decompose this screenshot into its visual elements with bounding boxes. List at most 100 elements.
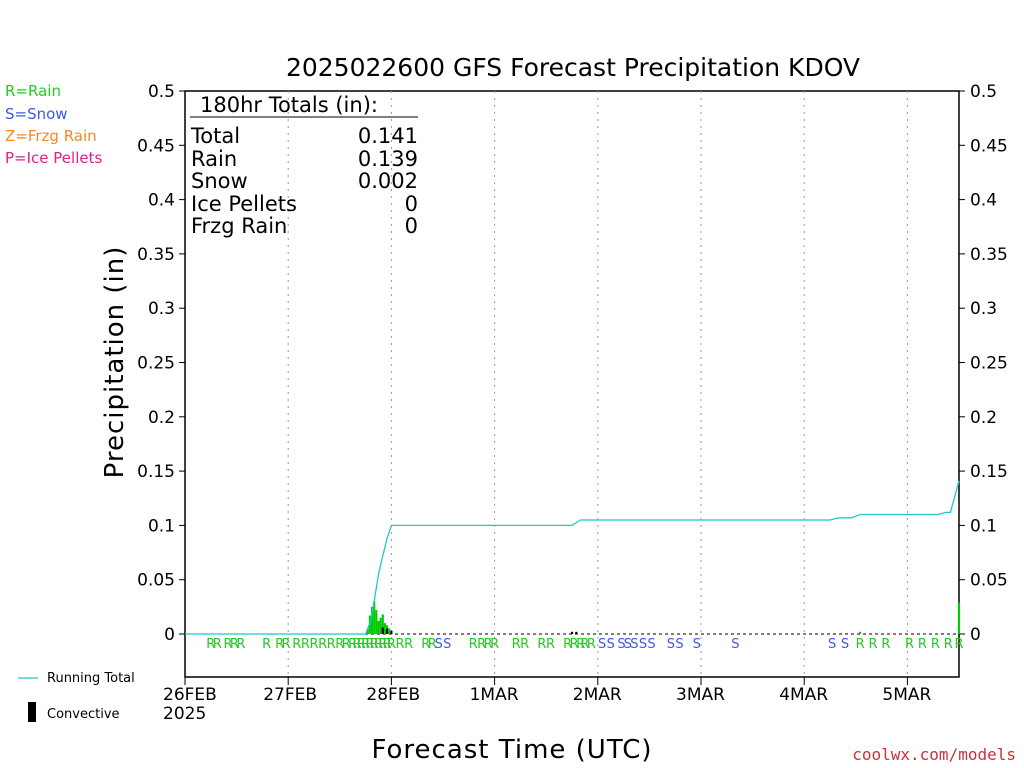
- ptype-rain-label: R: [580, 637, 589, 652]
- y-tick-label-left: 0.3: [148, 299, 175, 319]
- ptype-rain-label: R: [378, 637, 387, 652]
- y-tick-label-right: 0.15: [970, 462, 1008, 482]
- y-tick-label-left: 0.2: [148, 408, 175, 428]
- x-tick-label: 27FEB: [263, 685, 317, 705]
- ptype-rain-label: R: [357, 637, 366, 652]
- convective-bar: [381, 627, 384, 634]
- ptype-rain-label: R: [230, 637, 239, 652]
- legend-rain: R=Rain: [5, 82, 61, 100]
- credit-text: coolwx.com/models: [852, 745, 1016, 764]
- y-tick-label-right: 0.3: [970, 299, 997, 319]
- y-tick-label-left: 0.45: [137, 136, 175, 156]
- running-total-legend-label: Running Total: [47, 671, 135, 686]
- grid-lines: [185, 91, 959, 677]
- rain-bar: [373, 601, 376, 634]
- rain-value: 0.139: [358, 147, 418, 171]
- legend-snow: S=Snow: [5, 105, 68, 123]
- ptype-snow-label: S: [639, 637, 647, 652]
- rain-bar: [859, 631, 862, 634]
- rain-bar: [940, 632, 943, 634]
- total-label: Total: [190, 124, 240, 148]
- convective-legend-label: Convective: [47, 707, 120, 722]
- rain-bar: [379, 617, 382, 634]
- rain-bar: [375, 610, 378, 634]
- series-legend: Running Total Convective: [18, 671, 135, 722]
- chart-title: 2025022600 GFS Forecast Precipitation KD…: [286, 53, 860, 82]
- y-tick-label-left: 0.05: [137, 571, 175, 591]
- ptype-rain-label: R: [931, 637, 940, 652]
- y-tick-label-left: 0.35: [137, 245, 175, 265]
- ptype-snow-label: S: [607, 637, 615, 652]
- legend-frzg-rain: Z=Frzg Rain: [5, 127, 97, 145]
- y-tick-label-left: 0.5: [148, 82, 175, 102]
- ptype-rain-label: R: [868, 637, 877, 652]
- ptype-snow-label: S: [828, 637, 836, 652]
- ptype-rain-label: R: [262, 637, 271, 652]
- y-tick-label-right: 0.05: [970, 571, 1008, 591]
- precip-bars: [366, 601, 961, 634]
- snow-label: Snow: [191, 169, 248, 193]
- ptype-rain-label: R: [383, 637, 392, 652]
- ptype-snow-label: S: [693, 637, 701, 652]
- y-tick-label-right: 0.5: [970, 82, 997, 102]
- rain-bar: [370, 606, 374, 634]
- ptype-rain-label: R: [352, 637, 361, 652]
- x-tick-label: 5MAR: [882, 685, 931, 705]
- ptype-rain-label: R: [477, 637, 486, 652]
- y-tick-label-right: 0.35: [970, 245, 1008, 265]
- y-tick-label-left: 0.4: [148, 191, 175, 211]
- ptype-snow-label: S: [624, 637, 632, 652]
- ptype-rain-label: R: [374, 637, 383, 652]
- rain-label: Rain: [191, 147, 237, 171]
- ptype-rain-label: R: [520, 637, 529, 652]
- convective-swatch: [28, 702, 36, 722]
- plot-frame: [184, 90, 960, 678]
- y-tick-label-right: 0.25: [970, 354, 1008, 374]
- ice-pellets-value: 0: [405, 192, 418, 216]
- ptype-rain-label: R: [223, 637, 232, 652]
- y-tick-label-left: 0.1: [148, 516, 175, 536]
- x-tick-label: 26FEB: [163, 685, 217, 705]
- ptype-rain-label: R: [881, 637, 890, 652]
- ptype-rain-label: R: [856, 637, 865, 652]
- ptype-rain-label: R: [292, 637, 301, 652]
- ptype-rain-label: R: [537, 637, 546, 652]
- ptype-rain-label: R: [570, 637, 579, 652]
- ice-pellets-label: Ice Pellets: [191, 192, 297, 216]
- ptype-rain-label: R: [327, 637, 336, 652]
- ptype-rain-label: R: [387, 637, 396, 652]
- rain-bar: [366, 628, 369, 634]
- ptype-rain-label: R: [370, 637, 379, 652]
- ptype-rain-label: R: [335, 637, 344, 652]
- frzg-rain-value: 0: [405, 214, 418, 238]
- y-tick-label-left: 0.25: [137, 354, 175, 374]
- ptype-rain-label: R: [236, 637, 245, 652]
- ptype-rain-label: R: [484, 637, 493, 652]
- y-tick-label-right: 0: [970, 625, 981, 645]
- convective-bar: [390, 630, 393, 634]
- totals-box: 180hr Totals (in): Total 0.141 Rain 0.13…: [190, 93, 418, 238]
- ptype-rain-label: R: [342, 637, 351, 652]
- convective-bar: [570, 631, 574, 634]
- ptype-snow-label: S: [731, 637, 739, 652]
- ptype-snow-label: S: [647, 637, 655, 652]
- y-tick-label-right: 0.2: [970, 408, 997, 428]
- x-tick-label: 2MAR: [573, 685, 622, 705]
- ptype-rain-label: R: [428, 637, 437, 652]
- x-tick-label: 3MAR: [676, 685, 725, 705]
- ptype-rain-label: R: [546, 637, 555, 652]
- ptype-legend: R=Rain S=Snow Z=Frzg Rain P=Ice Pellets: [5, 82, 102, 167]
- rain-bar: [381, 614, 384, 634]
- ptype-rain-label: R: [395, 637, 404, 652]
- ptype-rain-label: R: [563, 637, 572, 652]
- x-axis: 26FEB 27FEB 28FEB 1MAR 2MAR 3MAR 4MAR 5MAR: [163, 677, 932, 705]
- y-axes: 0 00.05 0.050.1 0.10.15 0.150.2 0.20.25 0.250.…: [137, 82, 1008, 645]
- ptype-rain-label: R: [421, 637, 430, 652]
- x-axis-title: Forecast Time (UTC): [371, 735, 652, 765]
- year-label: 2025: [163, 704, 206, 724]
- y-axis-title: Precipitation (in): [100, 246, 130, 479]
- ptype-snow-label: S: [841, 637, 849, 652]
- ptype-snow-label: S: [630, 637, 638, 652]
